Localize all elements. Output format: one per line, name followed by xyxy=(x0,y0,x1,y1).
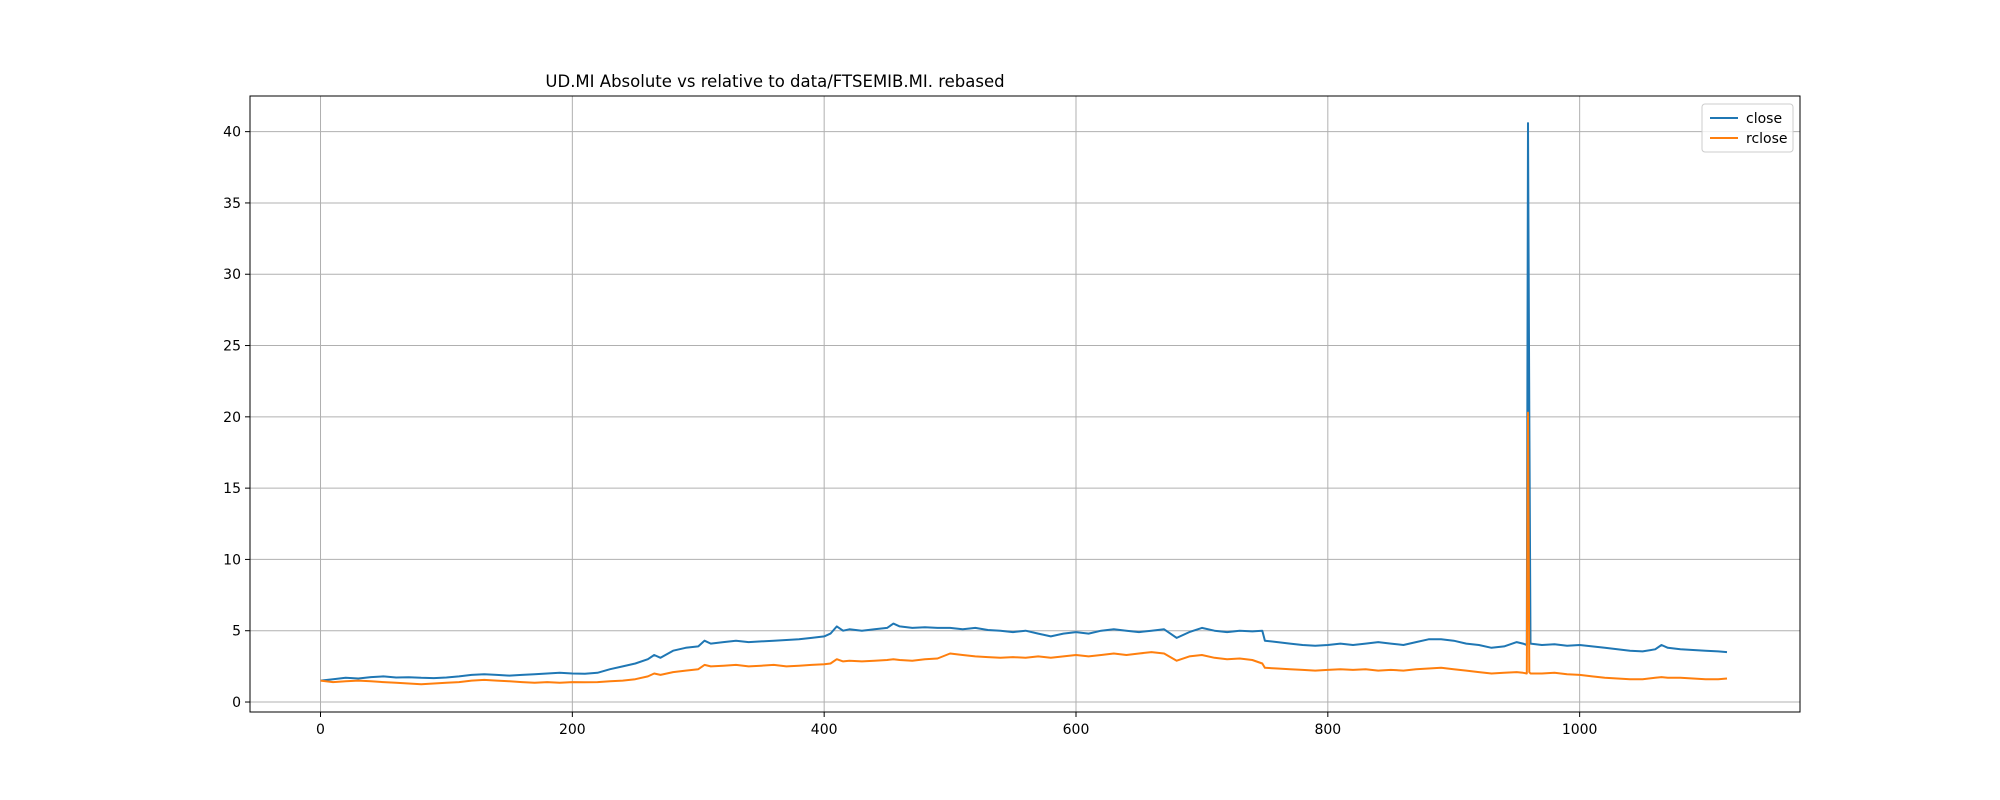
x-tick-label: 600 xyxy=(1063,722,1090,738)
legend-label-rclose: rclose xyxy=(1746,131,1788,147)
series-layer xyxy=(320,122,1728,686)
y-tick-label: 5 xyxy=(232,624,241,640)
plot-frame xyxy=(249,95,1801,713)
legend: close rclose xyxy=(1701,103,1794,153)
legend-label-close: close xyxy=(1746,111,1782,127)
x-tick-label: 400 xyxy=(811,722,838,738)
y-tick-label: 15 xyxy=(223,481,241,497)
x-tick-label: 1000 xyxy=(1562,722,1598,738)
y-tick-label: 0 xyxy=(232,695,241,711)
y-tick-label: 10 xyxy=(223,552,241,568)
y-tick-label: 25 xyxy=(223,339,241,355)
y-tick-label: 30 xyxy=(223,267,241,283)
axes: 0 200 400 600 800 1000 0 5 10 15 20 25 30 35 40 xyxy=(223,125,1597,738)
legend-box xyxy=(1701,103,1794,153)
y-tick-label: 40 xyxy=(223,125,241,141)
x-tick-label: 800 xyxy=(1314,722,1341,738)
series-line-close xyxy=(320,122,1728,682)
chart-title: UD.MI Absolute vs relative to data/FTSEM… xyxy=(545,72,1004,91)
x-tick-label: 0 xyxy=(316,722,325,738)
y-tick-label: 35 xyxy=(223,196,241,212)
grid xyxy=(250,96,1800,712)
series-line-rclose xyxy=(320,411,1728,686)
x-tick-label: 200 xyxy=(559,722,586,738)
y-tick-label: 20 xyxy=(223,410,241,426)
